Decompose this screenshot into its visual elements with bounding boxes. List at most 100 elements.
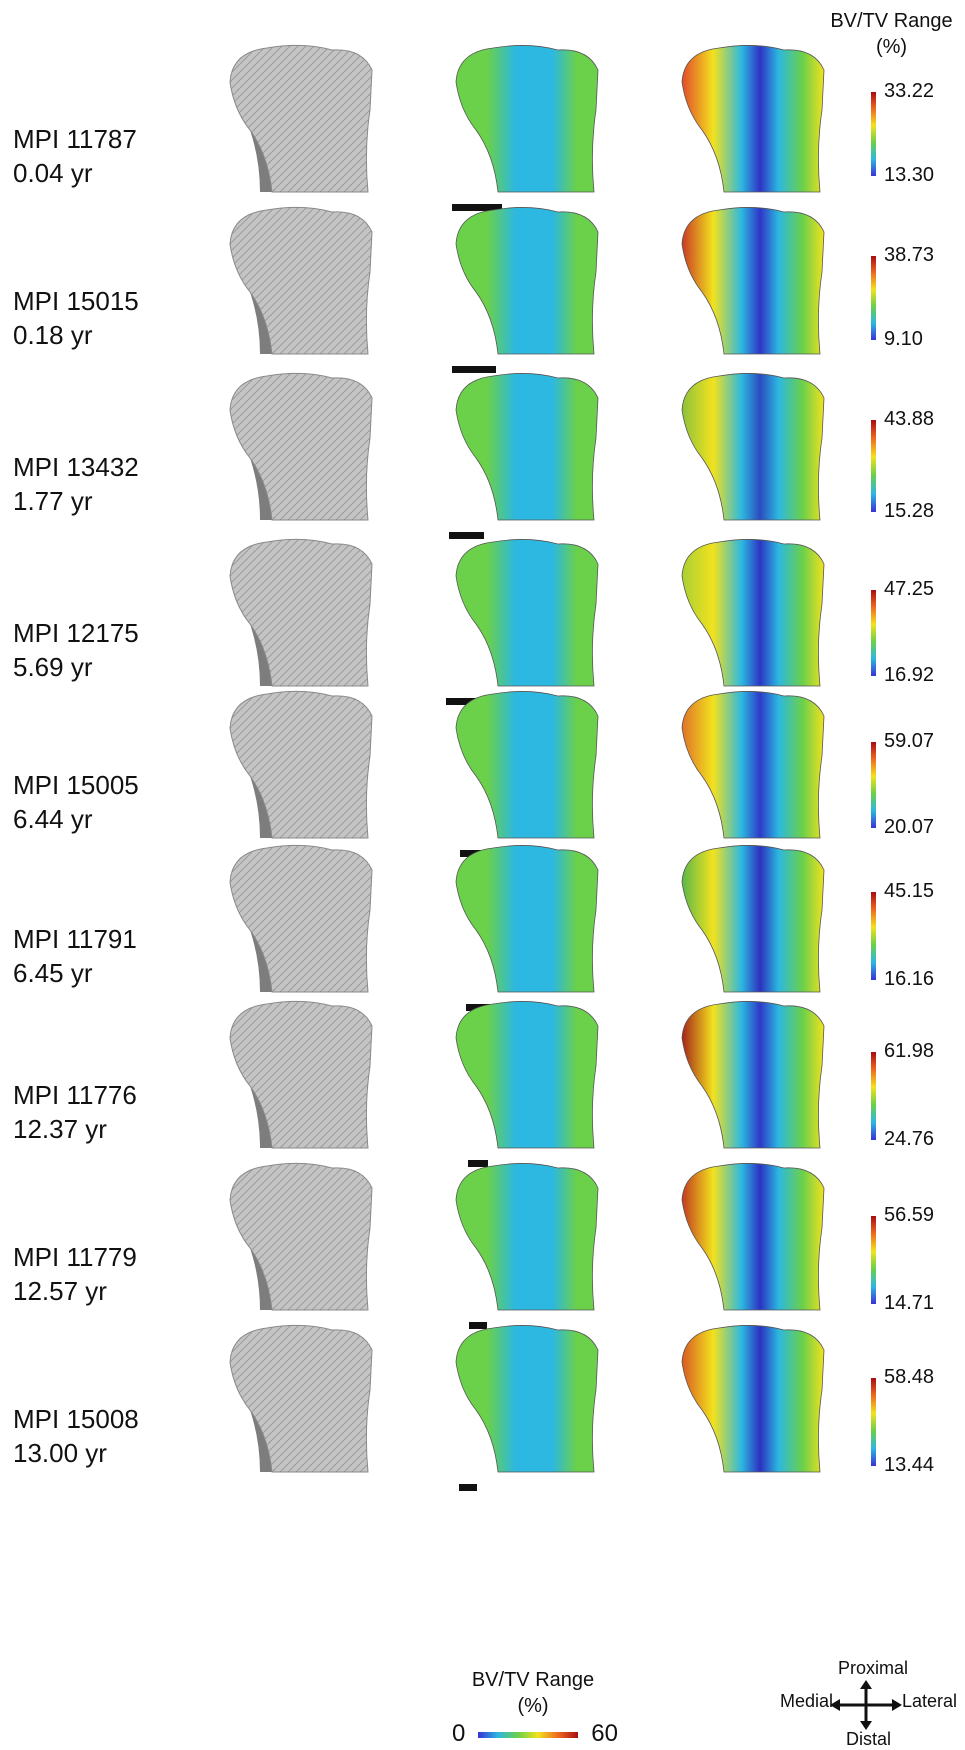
bone-heatmap-common-scale <box>438 40 608 200</box>
specimen-label: MPI 13432 1.77 yr <box>13 450 139 518</box>
scale-bar <box>449 532 484 539</box>
bone-heatmap-common-scale <box>438 202 608 362</box>
bone-heatmap-common-scale <box>438 1320 608 1480</box>
bone-heatmap-individual-scale <box>664 686 834 846</box>
scale-bar <box>452 204 502 211</box>
specimen-label: MPI 15005 6.44 yr <box>13 768 139 836</box>
specimen-row: MPI 15008 13.00 yr 58.48 13.44 <box>0 1320 965 1506</box>
scale-bar <box>469 1322 487 1329</box>
specimen-label: MPI 15015 0.18 yr <box>13 284 139 352</box>
colorbar <box>871 590 876 676</box>
bone-render-grey <box>212 996 382 1156</box>
bone-render-grey <box>212 40 382 200</box>
specimen-age: 12.37 yr <box>13 1114 107 1144</box>
specimen-age: 0.04 yr <box>13 158 93 188</box>
compass-lateral: Lateral <box>902 1691 958 1711</box>
specimen-label: MPI 11787 0.04 yr <box>13 122 137 190</box>
compass-distal: Distal <box>846 1729 892 1749</box>
footer-colorscale: 0 60 <box>448 1720 618 1749</box>
bone-render-grey <box>212 368 382 528</box>
colorbar-max: 45.15 <box>884 880 935 902</box>
header-title-line2: (%) <box>875 36 908 58</box>
specimen-age: 13.00 yr <box>13 1438 107 1468</box>
specimen-row: MPI 15015 0.18 yr 38.73 9.10 <box>0 202 965 388</box>
specimen-age: 6.44 yr <box>13 804 93 834</box>
bone-render-grey <box>212 1320 382 1480</box>
colorbar-min: 14.71 <box>884 1292 935 1314</box>
footer-scale-min: 0 <box>452 1720 466 1747</box>
colorbar <box>871 742 876 828</box>
specimen-label: MPI 11791 6.45 yr <box>13 922 137 990</box>
colorbar <box>871 1216 876 1304</box>
bone-heatmap-individual-scale <box>664 996 834 1156</box>
bone-heatmap-individual-scale <box>664 840 834 1000</box>
colorbar-min: 13.44 <box>884 1454 935 1476</box>
bone-heatmap-individual-scale <box>664 202 834 362</box>
colorbar <box>871 892 876 980</box>
bone-heatmap-individual-scale <box>664 1320 834 1480</box>
specimen-row: MPI 11787 0.04 yr 33.22 13.30 <box>0 40 965 226</box>
header-title-line1: BV/TV Range <box>830 10 953 32</box>
scale-bar <box>468 1160 488 1167</box>
colorbar-max: 56.59 <box>884 1204 935 1226</box>
footer-title-line2: (%) <box>517 1695 549 1717</box>
orientation-compass: Proximal Medial Lateral Distal <box>780 1658 965 1749</box>
colorbar-min: 20.07 <box>884 816 935 838</box>
compass-proximal: Proximal <box>838 1658 909 1678</box>
colorbar <box>871 256 876 340</box>
scale-bar <box>446 698 481 705</box>
footer-title: BV/TV Range (%) <box>448 1667 618 1719</box>
specimen-id: MPI 11776 <box>13 1080 137 1110</box>
colorbar-max: 58.48 <box>884 1366 935 1388</box>
footer-scale-gradient <box>478 1732 578 1738</box>
specimen-row: MPI 11776 12.37 yr 61.98 24.76 <box>0 996 965 1182</box>
bone-heatmap-common-scale <box>438 1158 608 1318</box>
colorbar <box>871 420 876 512</box>
bone-heatmap-individual-scale <box>664 40 834 200</box>
bone-heatmap-common-scale <box>438 840 608 1000</box>
bone-render-grey <box>212 840 382 1000</box>
colorbar-max: 47.25 <box>884 578 935 600</box>
colorbar-min: 16.16 <box>884 968 935 990</box>
specimen-id: MPI 11787 <box>13 124 137 154</box>
compass-medial: Medial <box>780 1691 834 1711</box>
specimen-row: MPI 12175 5.69 yr 47.25 16.92 <box>0 534 965 720</box>
bone-heatmap-individual-scale <box>664 368 834 528</box>
bone-render-grey <box>212 1158 382 1318</box>
colorbar-min: 15.28 <box>884 500 935 522</box>
specimen-age: 0.18 yr <box>13 320 93 350</box>
specimen-label: MPI 15008 13.00 yr <box>13 1402 139 1470</box>
specimen-id: MPI 15008 <box>13 1404 139 1434</box>
colorbar-max: 33.22 <box>884 80 935 102</box>
bone-heatmap-individual-scale <box>664 534 834 694</box>
specimen-row: MPI 15005 6.44 yr 59.07 20.07 <box>0 686 965 872</box>
colorbar-min: 13.30 <box>884 164 935 186</box>
specimen-id: MPI 12175 <box>13 618 139 648</box>
bone-heatmap-common-scale <box>438 996 608 1156</box>
colorbar-min: 9.10 <box>884 328 923 350</box>
specimen-age: 1.77 yr <box>13 486 93 516</box>
scale-bar <box>459 1484 477 1491</box>
colorbar <box>871 1378 876 1466</box>
colorbar-max: 61.98 <box>884 1040 935 1062</box>
colorbar-max: 38.73 <box>884 244 935 266</box>
specimen-row: MPI 11779 12.57 yr 56.59 14.71 <box>0 1158 965 1344</box>
scale-bar <box>460 850 482 857</box>
colorbar-max: 59.07 <box>884 730 935 752</box>
compass-arrows-icon <box>830 1680 902 1730</box>
specimen-row: MPI 13432 1.77 yr 43.88 15.28 <box>0 368 965 554</box>
colorbar <box>871 1052 876 1140</box>
colorbar-max: 43.88 <box>884 408 935 430</box>
bone-heatmap-common-scale <box>438 368 608 528</box>
specimen-id: MPI 11791 <box>13 924 137 954</box>
specimen-id: MPI 15015 <box>13 286 139 316</box>
bone-render-grey <box>212 686 382 846</box>
bone-render-grey <box>212 534 382 694</box>
specimen-age: 5.69 yr <box>13 652 93 682</box>
specimen-id: MPI 13432 <box>13 452 139 482</box>
specimen-id: MPI 15005 <box>13 770 139 800</box>
bone-heatmap-common-scale <box>438 534 608 694</box>
bone-heatmap-common-scale <box>438 686 608 846</box>
colorbar-min: 16.92 <box>884 664 935 686</box>
footer-scale-max: 60 <box>591 1720 618 1747</box>
